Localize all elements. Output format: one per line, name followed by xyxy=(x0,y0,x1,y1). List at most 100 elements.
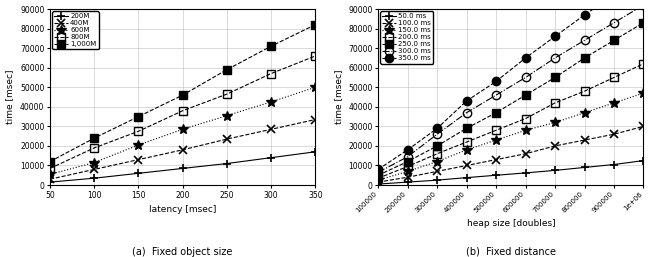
200.0 ms xyxy=(610,76,618,79)
250.0 ms xyxy=(434,144,441,148)
800M xyxy=(90,146,98,149)
600M xyxy=(134,143,142,146)
200.0 ms xyxy=(434,152,441,155)
150.0 ms xyxy=(639,91,647,95)
100.0 ms xyxy=(404,176,411,179)
250.0 ms xyxy=(404,160,411,163)
50.0 ms xyxy=(581,166,589,169)
Title: (a)  Fixed object size: (a) Fixed object size xyxy=(132,247,233,257)
200.0 ms xyxy=(404,165,411,168)
600M xyxy=(90,161,98,164)
200M xyxy=(134,172,142,175)
150.0 ms xyxy=(404,170,411,173)
Y-axis label: time [msec]: time [msec] xyxy=(334,70,343,124)
600M xyxy=(267,100,275,104)
200.0 ms xyxy=(639,62,647,65)
600M xyxy=(223,114,231,117)
250.0 ms xyxy=(522,94,530,97)
800M xyxy=(312,54,319,58)
600M xyxy=(178,128,186,131)
50.0 ms xyxy=(639,159,647,162)
50.0 ms xyxy=(434,179,441,182)
300.0 ms xyxy=(404,155,411,158)
Line: 200.0 ms: 200.0 ms xyxy=(374,60,648,182)
150.0 ms xyxy=(522,129,530,132)
200M xyxy=(90,177,98,180)
50.0 ms xyxy=(522,171,530,175)
100.0 ms xyxy=(551,144,559,148)
200.0 ms xyxy=(551,101,559,104)
1,000M xyxy=(90,136,98,140)
600M xyxy=(312,86,319,89)
400M xyxy=(134,158,142,161)
100.0 ms xyxy=(434,170,441,173)
Line: 400M: 400M xyxy=(46,115,319,183)
400M xyxy=(46,178,54,181)
150.0 ms xyxy=(492,139,500,142)
100.0 ms xyxy=(492,158,500,161)
Line: 100.0 ms: 100.0 ms xyxy=(374,122,648,186)
300.0 ms xyxy=(639,4,647,7)
200M xyxy=(312,150,319,153)
50.0 ms xyxy=(463,176,471,179)
100.0 ms xyxy=(374,181,382,184)
100.0 ms xyxy=(610,133,618,136)
Line: 200M: 200M xyxy=(46,148,319,186)
150.0 ms xyxy=(374,179,382,182)
200.0 ms xyxy=(374,177,382,180)
300.0 ms xyxy=(610,21,618,24)
300.0 ms xyxy=(581,39,589,42)
250.0 ms xyxy=(374,174,382,177)
400M xyxy=(312,118,319,121)
150.0 ms xyxy=(463,148,471,151)
200M xyxy=(267,156,275,159)
50.0 ms xyxy=(492,174,500,177)
Line: 250.0 ms: 250.0 ms xyxy=(374,19,648,179)
1,000M xyxy=(223,68,231,71)
1,000M xyxy=(312,23,319,26)
50.0 ms xyxy=(374,182,382,186)
Line: 300.0 ms: 300.0 ms xyxy=(374,1,648,177)
Line: 350.0 ms: 350.0 ms xyxy=(374,0,648,173)
350.0 ms xyxy=(434,127,441,130)
1,000M xyxy=(178,94,186,97)
400M xyxy=(267,128,275,131)
X-axis label: heap size [doubles]: heap size [doubles] xyxy=(467,219,555,228)
1,000M xyxy=(134,115,142,118)
800M xyxy=(134,130,142,133)
Legend: 200M, 400M, 600M, 800M, 1,000M: 200M, 400M, 600M, 800M, 1,000M xyxy=(52,11,99,49)
250.0 ms xyxy=(463,127,471,130)
300.0 ms xyxy=(374,171,382,174)
200.0 ms xyxy=(492,129,500,132)
200.0 ms xyxy=(463,141,471,144)
200.0 ms xyxy=(522,117,530,120)
800M xyxy=(178,109,186,112)
50.0 ms xyxy=(610,163,618,166)
400M xyxy=(223,137,231,141)
350.0 ms xyxy=(492,80,500,83)
250.0 ms xyxy=(492,111,500,114)
100.0 ms xyxy=(522,152,530,155)
150.0 ms xyxy=(581,111,589,114)
Line: 600M: 600M xyxy=(45,82,320,179)
Line: 800M: 800M xyxy=(46,52,319,173)
300.0 ms xyxy=(434,133,441,136)
350.0 ms xyxy=(581,13,589,16)
50.0 ms xyxy=(404,181,411,184)
Line: 150.0 ms: 150.0 ms xyxy=(373,88,648,185)
200M xyxy=(46,181,54,184)
300.0 ms xyxy=(463,111,471,114)
300.0 ms xyxy=(522,76,530,79)
100.0 ms xyxy=(463,164,471,167)
Line: 50.0 ms: 50.0 ms xyxy=(374,157,648,188)
150.0 ms xyxy=(434,160,441,163)
100.0 ms xyxy=(581,139,589,142)
150.0 ms xyxy=(551,121,559,124)
350.0 ms xyxy=(463,99,471,103)
Title: (b)  Fixed distance: (b) Fixed distance xyxy=(466,247,556,257)
400M xyxy=(178,148,186,151)
600M xyxy=(46,173,54,176)
200M xyxy=(178,167,186,170)
150.0 ms xyxy=(610,101,618,104)
400M xyxy=(90,168,98,171)
